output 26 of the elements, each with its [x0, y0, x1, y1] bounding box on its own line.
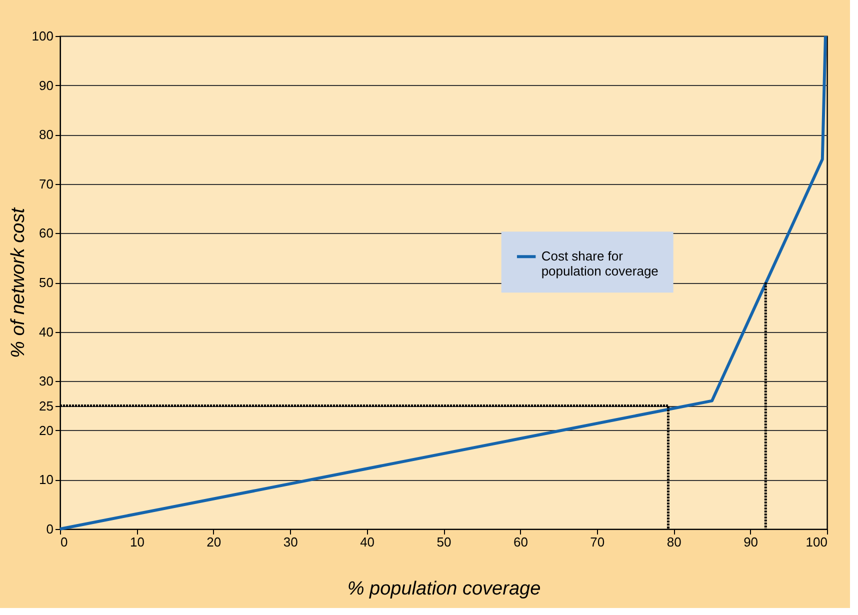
x-tick-label: 80	[666, 534, 682, 550]
y-tick-label: 20	[39, 422, 54, 438]
y-tick-label: 100	[32, 28, 54, 44]
y-tick-label: 40	[39, 324, 54, 340]
x-tick-label: 30	[283, 534, 298, 550]
y-tick-label: 0	[46, 522, 54, 536]
x-tick-label: 50	[436, 534, 452, 550]
y-tick-label: 90	[39, 78, 54, 93]
x-tick-label: 0	[60, 534, 68, 550]
y-tick-label: 25	[39, 398, 54, 414]
x-tick-label: 70	[590, 534, 605, 550]
x-tick-label: 20	[206, 534, 222, 550]
y-axis-title: % of network cost	[8, 207, 29, 358]
y-tick-label: 50	[39, 275, 54, 290]
y-tick-label: 60	[39, 226, 54, 241]
legend-label: Cost share for population coverage	[541, 248, 658, 279]
y-tick-label: 10	[39, 472, 54, 488]
x-axis-title: % population coverage	[347, 578, 541, 600]
x-tick-label: 60	[513, 534, 528, 550]
y-tick-label: 30	[39, 374, 54, 389]
y-tick-label: 80	[39, 127, 54, 142]
x-tick-label: 90	[744, 534, 758, 550]
x-tick-label: 10	[130, 534, 144, 550]
y-tick-label: 70	[39, 176, 54, 192]
x-tick-label: 100	[806, 534, 828, 550]
x-tick-label: 40	[360, 534, 375, 550]
